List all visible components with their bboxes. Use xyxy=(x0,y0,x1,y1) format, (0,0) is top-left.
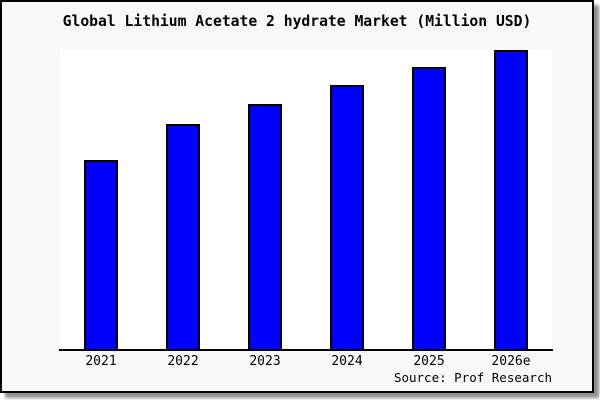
bar-2021 xyxy=(84,160,118,349)
bar-slot xyxy=(306,50,388,349)
bar-slot xyxy=(142,50,224,349)
source-note: Source: Prof Research xyxy=(393,370,552,385)
bar-2024 xyxy=(330,85,364,349)
x-tick-label: 2024 xyxy=(331,354,363,369)
bar-slot xyxy=(470,50,552,349)
x-tick-label: 2025 xyxy=(413,354,445,369)
plot-area xyxy=(60,50,552,349)
x-tick-labels: 2021 2022 2023 2024 2025 2026e xyxy=(60,354,552,369)
chart-title: Global Lithium Acetate 2 hydrate Market … xyxy=(62,13,532,30)
x-tick-label: 2021 xyxy=(85,354,117,369)
x-tick-label: 2023 xyxy=(249,354,281,369)
bar-2026e xyxy=(494,50,528,349)
bars-row xyxy=(60,50,552,349)
bar-slot xyxy=(388,50,470,349)
bar-2022 xyxy=(166,124,200,349)
x-tick-label: 2022 xyxy=(167,354,199,369)
bar-2023 xyxy=(248,104,282,349)
bar-2025 xyxy=(412,67,446,349)
bar-slot xyxy=(224,50,306,349)
x-tick-label: 2026e xyxy=(491,354,531,369)
x-axis-line xyxy=(59,349,553,351)
bar-slot xyxy=(60,50,142,349)
chart-card: Global Lithium Acetate 2 hydrate Market … xyxy=(0,0,594,393)
